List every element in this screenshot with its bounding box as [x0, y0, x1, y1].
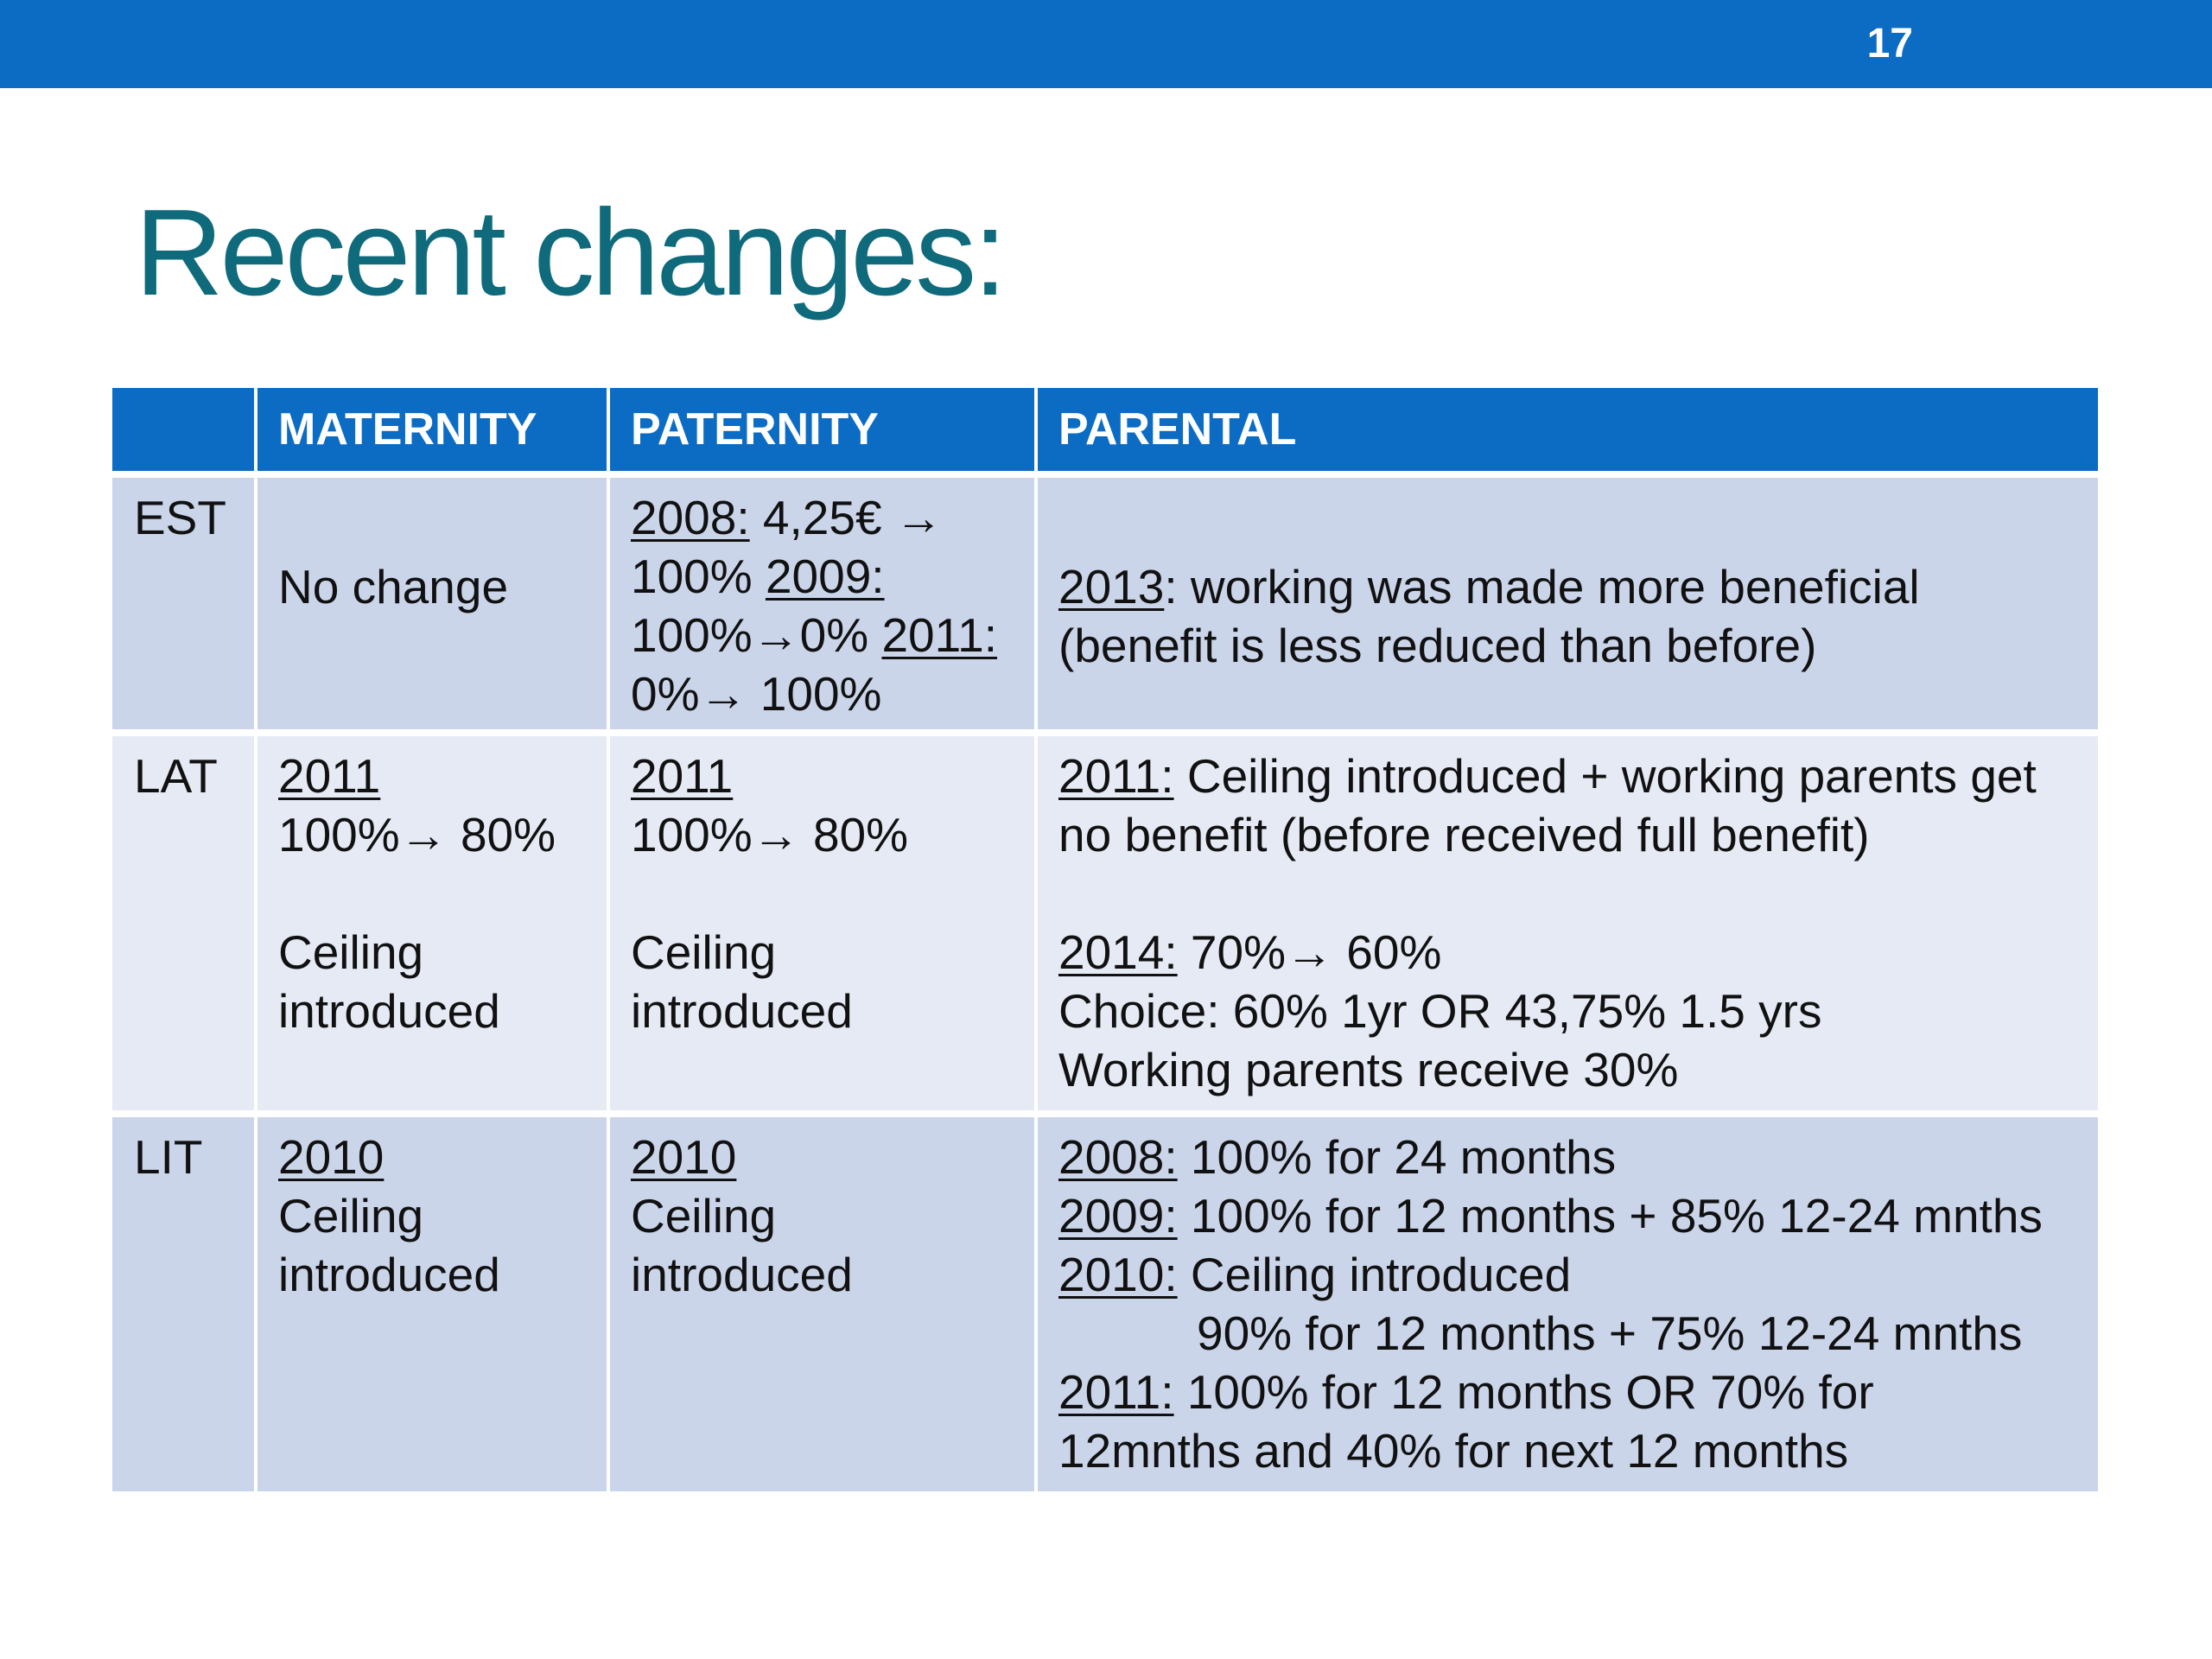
header-paternity: PATERNITY: [610, 388, 1034, 471]
changes-table: MATERNITY PATERNITY PARENTAL EST No chan…: [112, 388, 2098, 1491]
change-text: Ceiling introduced + working parents get: [1173, 749, 2037, 803]
est-paternity-line-2: 100% 2009:: [631, 547, 1014, 606]
year-label: 2009:: [1058, 1189, 1178, 1243]
ceiling-text: introduced: [278, 1248, 500, 1301]
est-maternity-cell: No change: [257, 478, 607, 729]
ceiling-text: Ceiling: [278, 1189, 424, 1243]
lat-maternity-cell: 2011 100%→ 80% Ceiling introduced: [257, 736, 607, 1110]
header-cell-empty: [112, 388, 254, 471]
lit-parental-line-3: 2010: Ceiling introduced: [1058, 1245, 2077, 1304]
spacer: [631, 864, 1014, 923]
spacer: [1058, 864, 2077, 923]
lat-parental-cell: 2011: Ceiling introduced + working paren…: [1038, 736, 2098, 1110]
year-label: 2010: [278, 1130, 385, 1184]
year-label: 2009:: [765, 550, 885, 603]
lat-parental-line-1: 2011: Ceiling introduced + working paren…: [1058, 747, 2077, 805]
est-maternity-text: No change: [278, 560, 509, 613]
change-text: 100%→0%: [631, 608, 882, 662]
slide-title: Recent changes:: [135, 184, 1007, 321]
est-paternity-line-4: 0%→ 100%: [631, 667, 882, 721]
est-parental-cell: 2013: working was made more beneficial (…: [1038, 478, 2098, 729]
change-text: 70%→ 60%: [1177, 925, 1442, 979]
header-bar: 17: [0, 0, 2212, 88]
change-text: 100%→ 80%: [278, 808, 556, 861]
lat-parental-line-5: Working parents receive 30%: [1058, 1043, 1679, 1096]
ceiling-text: introduced: [278, 984, 500, 1038]
row-label-lit: LIT: [112, 1117, 254, 1491]
year-label: 2011: [631, 749, 734, 803]
change-text: Ceiling introduced: [1177, 1248, 1572, 1301]
spacer: [278, 864, 586, 923]
lat-parental-line-3: 2014: 70%→ 60%: [1058, 923, 2077, 982]
est-parental-line-1: 2013: working was made more beneficial: [1058, 488, 2077, 616]
ceiling-text: Ceiling: [631, 1189, 777, 1243]
change-text: 100%: [631, 550, 766, 603]
lit-parental-line-4: 90% for 12 months + 75% 12-24 mnths: [1197, 1306, 2023, 1360]
change-text: 100%→ 80%: [631, 808, 909, 861]
lit-parental-line-2: 2009: 100% for 12 months + 85% 12-24 mnt…: [1058, 1186, 2077, 1245]
header-parental: PARENTAL: [1038, 388, 2098, 471]
change-text: 4,25€ →: [749, 491, 943, 544]
lit-maternity-cell: 2010 Ceiling introduced: [257, 1117, 607, 1491]
change-text: 100% for 12 months OR 70% for: [1173, 1365, 1874, 1419]
lit-parental-cell: 2008: 100% for 24 months 2009: 100% for …: [1038, 1117, 2098, 1491]
est-paternity-line-3: 100%→0% 2011:: [631, 606, 1014, 664]
lat-parental-line-2: no benefit (before received full benefit…: [1058, 808, 1870, 861]
est-paternity-cell: 2008: 4,25€ → 100% 2009: 100%→0% 2011: 0…: [610, 478, 1034, 729]
est-paternity-line-1: 2008: 4,25€ →: [631, 488, 1014, 547]
year-label: 2010:: [1058, 1248, 1178, 1301]
lat-paternity-cell: 2011 100%→ 80% Ceiling introduced: [610, 736, 1034, 1110]
est-parental-line-2: (benefit is less reduced than before): [1058, 619, 1817, 672]
year-label: 2014:: [1058, 925, 1178, 979]
lit-parental-line-5: 2011: 100% for 12 months OR 70% for: [1058, 1363, 2077, 1421]
year-label: 2011:: [881, 608, 998, 662]
lit-parental-line-1: 2008: 100% for 24 months: [1058, 1128, 2077, 1186]
year-label: 2011:: [1058, 1365, 1174, 1419]
year-label: 2011: [278, 749, 381, 803]
page-number: 17: [1866, 21, 1913, 67]
row-label-lat: LAT: [112, 736, 254, 1110]
change-text: : working was made more beneficial: [1164, 560, 1920, 613]
year-label: 2011:: [1058, 749, 1174, 803]
year-label: 2008:: [631, 491, 750, 544]
change-text: 100% for 24 months: [1177, 1130, 1617, 1184]
header-maternity: MATERNITY: [257, 388, 607, 471]
row-label-est: EST: [112, 478, 254, 729]
lat-parental-line-4: Choice: 60% 1yr OR 43,75% 1.5 yrs: [1058, 984, 1822, 1038]
ceiling-text: Ceiling: [631, 925, 777, 979]
ceiling-text: introduced: [631, 1248, 853, 1301]
ceiling-text: introduced: [631, 984, 853, 1038]
year-label: 2013: [1058, 560, 1165, 613]
year-label: 2010: [631, 1130, 737, 1184]
change-text: 100% for 12 months + 85% 12-24 mnths: [1177, 1189, 2043, 1243]
lit-paternity-cell: 2010 Ceiling introduced: [610, 1117, 1034, 1491]
ceiling-text: Ceiling: [278, 925, 424, 979]
year-label: 2008:: [1058, 1130, 1178, 1184]
lit-parental-line-6: 12mnths and 40% for next 12 months: [1058, 1424, 1849, 1478]
